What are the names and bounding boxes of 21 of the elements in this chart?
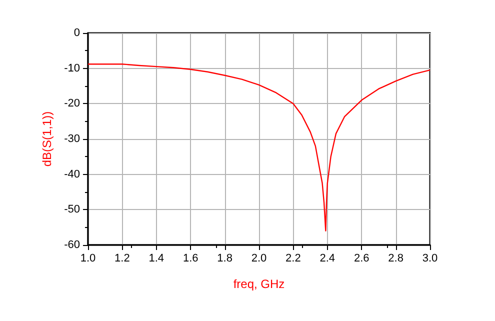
- y-tick-label: 0: [74, 27, 80, 39]
- x-tick-label: 3.0: [422, 252, 438, 264]
- x-tick-label: 2.4: [320, 252, 336, 264]
- x-tick-label: 1.0: [80, 252, 96, 264]
- x-tick-label: 1.4: [148, 252, 164, 264]
- y-tick-label: -40: [64, 168, 80, 180]
- y-tick-label: -30: [64, 133, 80, 145]
- y-tick-label: -20: [64, 98, 80, 110]
- y-tick-label: -60: [64, 239, 80, 251]
- x-tick-label: 1.2: [114, 252, 130, 264]
- x-tick-label: 2.0: [251, 252, 267, 264]
- line-series: [87, 63, 431, 232]
- y-tick-label: -10: [64, 62, 80, 74]
- x-axis-title: freq, GHz: [233, 277, 285, 291]
- x-tick-label: 2.6: [354, 252, 370, 264]
- y-axis-title: dB(S(1,1)): [40, 111, 54, 167]
- x-tick-label: 1.8: [217, 252, 232, 264]
- x-tick-label: 2.2: [286, 252, 301, 264]
- x-tick-label: 1.6: [182, 252, 198, 264]
- y-tick-label: -50: [64, 204, 80, 216]
- x-tick-label: 2.8: [388, 252, 404, 264]
